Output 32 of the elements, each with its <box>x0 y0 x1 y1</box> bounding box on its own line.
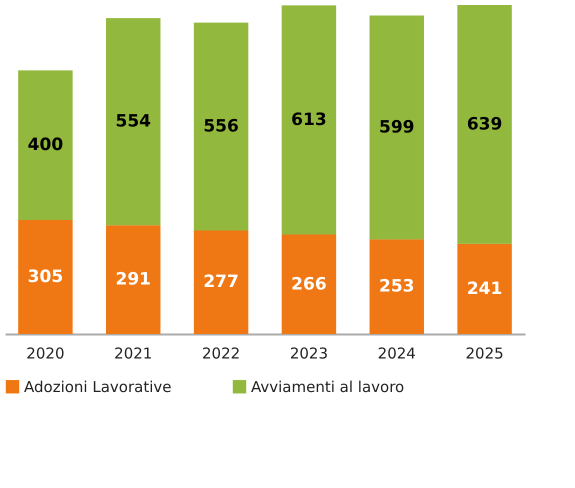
legend-label: Adozioni Lavorative <box>24 378 172 396</box>
x-tick-label: 2025 <box>466 344 504 362</box>
data-label: 556 <box>203 116 239 137</box>
data-label: 613 <box>291 110 327 130</box>
data-label: 291 <box>115 270 151 290</box>
data-label: 554 <box>115 112 152 132</box>
bar <box>194 230 248 334</box>
x-tick-label: 2023 <box>290 344 328 362</box>
bar <box>457 244 512 334</box>
data-label: 639 <box>466 114 502 134</box>
bar <box>282 234 336 334</box>
data-label: 305 <box>28 266 64 287</box>
data-label: 400 <box>28 135 64 156</box>
data-label: 241 <box>466 278 502 299</box>
x-tick-label: 2020 <box>26 344 64 362</box>
legend-label: Avviamenti al lavoro <box>251 378 404 396</box>
bar <box>18 220 73 334</box>
data-label: 277 <box>203 272 239 292</box>
bar <box>457 5 512 244</box>
bar <box>106 18 160 226</box>
bar <box>282 5 336 235</box>
x-tick-label: 2022 <box>202 344 240 362</box>
bar <box>18 70 73 220</box>
x-tick-label: 2024 <box>378 344 416 362</box>
bar <box>106 225 160 334</box>
bar <box>194 22 248 230</box>
bar <box>370 15 424 240</box>
x-tick-label: 2021 <box>114 344 152 362</box>
data-label: 266 <box>291 274 327 294</box>
data-label: 599 <box>379 117 415 138</box>
bar <box>370 239 424 334</box>
data-label: 253 <box>379 276 415 297</box>
